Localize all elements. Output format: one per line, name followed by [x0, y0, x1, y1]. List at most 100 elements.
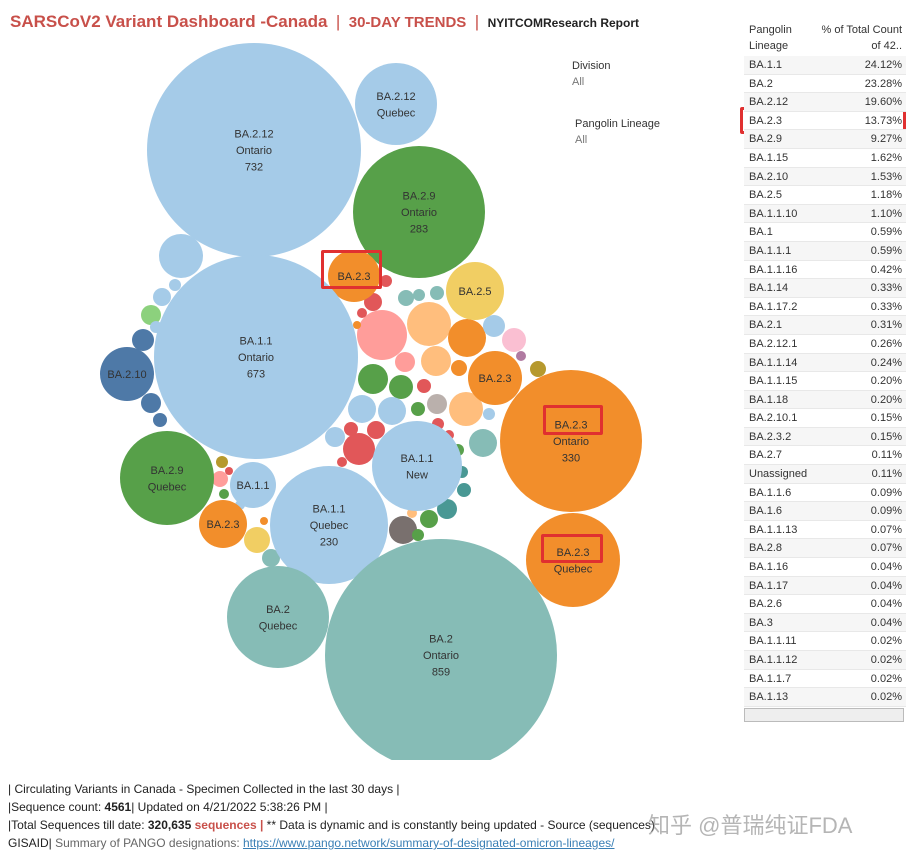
bubble-small[interactable]: [141, 305, 161, 325]
table-row[interactable]: BA.1.1 24.12%: [744, 56, 906, 75]
bubble-small[interactable]: [348, 395, 376, 423]
bubble-small[interactable]: [421, 346, 451, 376]
table-row[interactable]: BA.1.1.13 0.07%: [744, 521, 906, 540]
bubble-small[interactable]: [262, 549, 280, 567]
table-row[interactable]: BA.1.16 0.04%: [744, 558, 906, 577]
bubble-circle[interactable]: [353, 146, 485, 278]
table-row[interactable]: BA.1.18 0.20%: [744, 390, 906, 410]
bubble[interactable]: BA.2.3 Ontario 330: [500, 370, 642, 512]
table-row[interactable]: BA.1.1.16 0.42%: [744, 261, 906, 280]
bubble-small[interactable]: [398, 290, 414, 306]
bubble-small[interactable]: [411, 402, 425, 416]
table-row[interactable]: BA.2.6 0.04%: [744, 595, 906, 614]
table-row[interactable]: BA.2 23.28%: [744, 75, 906, 94]
table-row[interactable]: BA.2.5 1.18%: [744, 186, 906, 205]
bubble-circle[interactable]: [500, 370, 642, 512]
bubble-small[interactable]: [169, 279, 181, 291]
bubble[interactable]: BA.2.3: [199, 500, 247, 548]
bubble-small[interactable]: [437, 499, 457, 519]
bubble-small[interactable]: [448, 319, 486, 357]
bubble-circle[interactable]: [270, 466, 388, 584]
bubble[interactable]: BA.1.1 New: [372, 421, 462, 511]
bubble-circle[interactable]: [328, 250, 380, 302]
bubble-small[interactable]: [389, 375, 413, 399]
table-row[interactable]: BA.2.1 0.31%: [744, 316, 906, 335]
bubble-circle[interactable]: [230, 462, 276, 508]
bubble[interactable]: BA.2.3: [468, 351, 522, 405]
table-row[interactable]: BA.1.1.10 1.10%: [744, 204, 906, 224]
table-row[interactable]: BA.2.7 0.11%: [744, 446, 906, 466]
table-row[interactable]: BA.1 0.59%: [744, 223, 906, 242]
table-row[interactable]: BA.2.10 1.53%: [744, 167, 906, 187]
bubble-circle[interactable]: [227, 566, 329, 668]
bubble-small[interactable]: [216, 456, 228, 468]
table-row[interactable]: BA.2.3.2 0.15%: [744, 427, 906, 447]
bubble-small[interactable]: [325, 427, 345, 447]
bubble[interactable]: BA.2 Ontario 859: [325, 539, 557, 760]
bubble-small[interactable]: [457, 483, 471, 497]
bubble[interactable]: BA.2.5: [446, 262, 504, 320]
bubble-small[interactable]: [153, 288, 171, 306]
bubble[interactable]: BA.1.1: [230, 462, 276, 508]
bubble-small[interactable]: [469, 429, 497, 457]
bubble-small[interactable]: [225, 467, 233, 475]
division-filter[interactable]: Division All: [572, 60, 611, 88]
table-row[interactable]: Unassigned 0.11%: [744, 465, 906, 484]
bubble[interactable]: BA.2.9 Ontario 283: [353, 146, 485, 278]
bubble-small[interactable]: [378, 397, 406, 425]
bubble-small[interactable]: [357, 308, 367, 318]
bubble-small[interactable]: [413, 289, 425, 301]
table-row[interactable]: BA.2.12.1 0.26%: [744, 335, 906, 354]
table-row[interactable]: BA.2.9 9.27%: [744, 130, 906, 149]
table-row[interactable]: BA.2.10.1 0.15%: [744, 409, 906, 428]
bubble-small[interactable]: [430, 286, 444, 300]
table-row[interactable]: BA.1.1.14 0.24%: [744, 353, 906, 373]
bubble-small[interactable]: [159, 234, 203, 278]
table-row[interactable]: BA.1.15 1.62%: [744, 149, 906, 168]
bubble-small[interactable]: [427, 394, 447, 414]
bubble-small[interactable]: [417, 379, 431, 393]
bubble[interactable]: BA.2.12 Ontario 732: [147, 43, 361, 257]
table-row[interactable]: BA.3 0.04%: [744, 613, 906, 633]
bubble-small[interactable]: [412, 529, 424, 541]
bubble-small[interactable]: [380, 275, 392, 287]
bubble-small[interactable]: [353, 321, 361, 329]
bubble-circle[interactable]: [199, 500, 247, 548]
table-row[interactable]: BA.2.8 0.07%: [744, 539, 906, 559]
bubble-circle[interactable]: [446, 262, 504, 320]
table-row[interactable]: BA.1.14 0.33%: [744, 279, 906, 298]
bubble-circle[interactable]: [468, 351, 522, 405]
horizontal-scrollbar[interactable]: [744, 708, 904, 722]
bubble-small[interactable]: [212, 471, 228, 487]
table-row[interactable]: BA.1.1.6 0.09%: [744, 484, 906, 503]
bubble-small[interactable]: [389, 516, 417, 544]
table-row[interactable]: BA.1.6 0.09%: [744, 502, 906, 521]
table-row[interactable]: BA.1.1.7 0.02%: [744, 670, 906, 689]
bubble-small[interactable]: [244, 527, 270, 553]
bubble-small[interactable]: [219, 489, 229, 499]
bubble-circle[interactable]: [100, 347, 154, 401]
table-row[interactable]: BA.2.3 13.73%: [744, 112, 906, 131]
bubble-small[interactable]: [344, 422, 358, 436]
bubble-small[interactable]: [367, 421, 385, 439]
pango-summary-link[interactable]: https://www.pango.network/summary-of-des…: [242, 836, 615, 850]
bubble-small[interactable]: [343, 433, 375, 465]
table-row[interactable]: BA.2.12 19.60%: [744, 93, 906, 112]
bubble-small[interactable]: [395, 352, 415, 372]
lineage-filter-value[interactable]: All: [575, 134, 588, 146]
division-filter-value[interactable]: All: [572, 76, 585, 88]
bubble-small[interactable]: [337, 457, 347, 467]
bubble-circle[interactable]: [355, 63, 437, 145]
bubble-small[interactable]: [260, 517, 268, 525]
bubble-circle[interactable]: [147, 43, 361, 257]
bubble-small[interactable]: [407, 302, 451, 346]
bubble-small[interactable]: [516, 351, 526, 361]
bubble[interactable]: BA.1.1 Ontario 673: [154, 255, 358, 459]
bubble-small[interactable]: [483, 408, 495, 420]
bubble[interactable]: BA.2.9 Quebec: [120, 431, 214, 525]
bubble-circle[interactable]: [372, 421, 462, 511]
bubble-small[interactable]: [530, 361, 546, 377]
bubble-small[interactable]: [357, 310, 407, 360]
bubble-circle[interactable]: [154, 255, 358, 459]
bubble-small[interactable]: [483, 315, 505, 337]
